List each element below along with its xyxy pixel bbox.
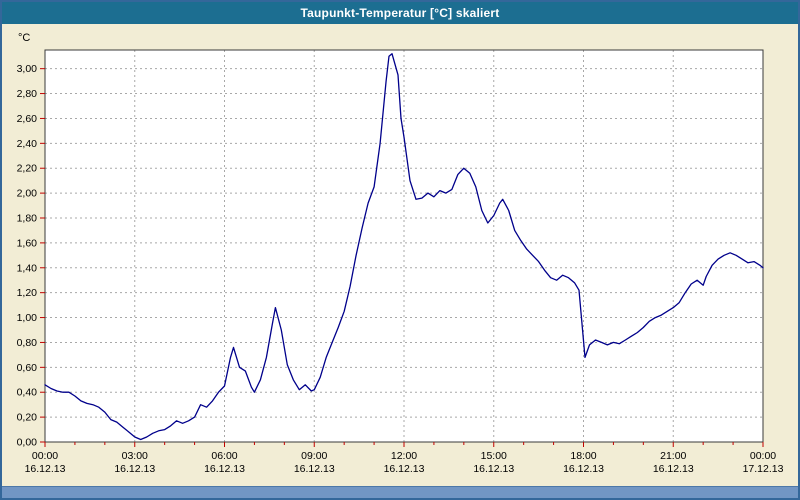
svg-text:1,80: 1,80 bbox=[17, 213, 38, 225]
svg-text:17.12.13: 17.12.13 bbox=[743, 463, 784, 475]
svg-text:16.12.13: 16.12.13 bbox=[653, 463, 694, 475]
svg-text:09:00: 09:00 bbox=[301, 450, 327, 462]
svg-text:1,00: 1,00 bbox=[17, 312, 38, 324]
svg-text:15:00: 15:00 bbox=[481, 450, 507, 462]
svg-text:16.12.13: 16.12.13 bbox=[25, 463, 66, 475]
svg-text:00:00: 00:00 bbox=[32, 450, 58, 462]
svg-text:0,00: 0,00 bbox=[17, 437, 38, 449]
svg-text:16.12.13: 16.12.13 bbox=[384, 463, 425, 475]
svg-text:2,20: 2,20 bbox=[17, 163, 38, 175]
svg-text:16.12.13: 16.12.13 bbox=[473, 463, 514, 475]
svg-text:2,60: 2,60 bbox=[17, 113, 38, 125]
svg-text:3,00: 3,00 bbox=[17, 63, 38, 75]
title-bar: Taupunkt-Temperatur [°C] skaliert bbox=[2, 2, 798, 24]
svg-text:16.12.13: 16.12.13 bbox=[204, 463, 245, 475]
svg-text:1,20: 1,20 bbox=[17, 287, 38, 299]
svg-text:16.12.13: 16.12.13 bbox=[114, 463, 155, 475]
svg-text:0,80: 0,80 bbox=[17, 337, 38, 349]
svg-text:18:00: 18:00 bbox=[570, 450, 596, 462]
svg-text:2,40: 2,40 bbox=[17, 138, 38, 150]
svg-text:03:00: 03:00 bbox=[122, 450, 148, 462]
svg-text:21:00: 21:00 bbox=[660, 450, 686, 462]
svg-text:00:00: 00:00 bbox=[750, 450, 776, 462]
svg-text:16.12.13: 16.12.13 bbox=[563, 463, 604, 475]
svg-text:°C: °C bbox=[18, 32, 30, 44]
svg-text:1,40: 1,40 bbox=[17, 262, 38, 274]
line-chart: 0,00 0,20 0,40 0,60 0,80 1,00 1,20 1,40 1,60 1,80… bbox=[17, 32, 784, 475]
svg-text:0,20: 0,20 bbox=[17, 412, 38, 424]
svg-text:2,00: 2,00 bbox=[17, 188, 38, 200]
svg-text:12:00: 12:00 bbox=[391, 450, 417, 462]
svg-text:2,80: 2,80 bbox=[17, 88, 38, 100]
svg-text:1,60: 1,60 bbox=[17, 237, 38, 249]
svg-text:0,60: 0,60 bbox=[17, 362, 38, 374]
svg-text:0,40: 0,40 bbox=[17, 387, 38, 399]
chart-title: Taupunkt-Temperatur [°C] skaliert bbox=[300, 6, 500, 20]
svg-text:16.12.13: 16.12.13 bbox=[294, 463, 335, 475]
svg-text:06:00: 06:00 bbox=[211, 450, 237, 462]
bottom-strip bbox=[2, 486, 798, 498]
chart-area: 0,00 0,20 0,40 0,60 0,80 1,00 1,20 1,40 1,60 1,80… bbox=[2, 24, 798, 486]
